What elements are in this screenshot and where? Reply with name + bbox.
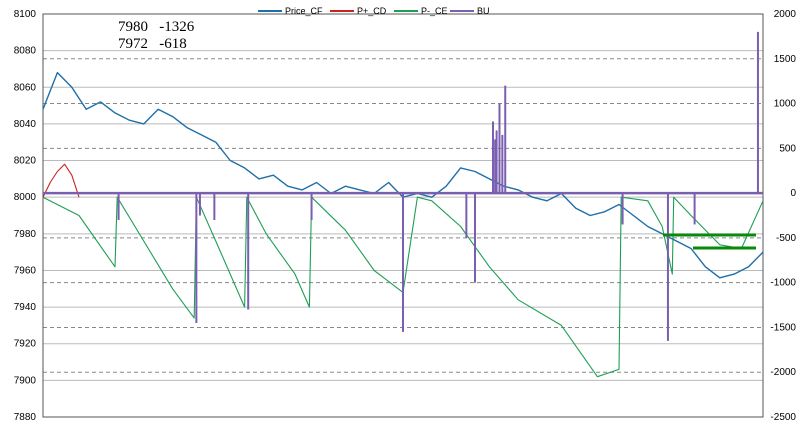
left-tick-label: 8020 [14, 156, 37, 167]
right-tick-label: 0 [790, 188, 796, 199]
left-tick-label: 8040 [14, 119, 37, 130]
reference-lines [663, 233, 756, 250]
left-tick-label: 7980 [14, 229, 37, 240]
right-tick-label: -2000 [770, 367, 796, 378]
left-tick-label: 8060 [14, 82, 37, 93]
series-layer [42, 31, 764, 378]
annotation-1: 7980 -1326 [118, 19, 195, 35]
right-tick-label: -1000 [770, 278, 796, 289]
plot-frame [42, 13, 764, 418]
left-tick-label: 8100 [14, 9, 37, 20]
left-tick-label: 7960 [14, 265, 37, 276]
legend-label: P+_CD [357, 6, 387, 16]
left-tick-label: 7880 [14, 412, 37, 423]
right-tick-label: 2000 [774, 9, 797, 20]
right-tick-label: 1500 [774, 54, 797, 65]
right-tick-label: -500 [776, 233, 796, 244]
left-tick-label: 7920 [14, 339, 37, 350]
right-tick-label: 500 [779, 143, 796, 154]
left-axis: 8100 8080 8060 8040 8020 8000 7980 7960 7940 7920… [14, 9, 37, 423]
annotation-2: 7972 -618 [118, 36, 187, 52]
left-tick-label: 8000 [14, 192, 37, 203]
legend-label: P-_CE [421, 6, 448, 16]
legend-label: BU [477, 6, 490, 16]
right-axis: 2000 1500 1000 500 0 -500 -1000 -1500 -2000 -2500 [770, 9, 796, 423]
left-tick-label: 7940 [14, 302, 37, 313]
series-line-p-cd [42, 163, 80, 198]
right-tick-label: -1500 [770, 322, 796, 333]
legend: Price_CF P+_CD P-_CE BU [258, 6, 490, 16]
left-tick-label: 7900 [14, 375, 37, 386]
legend-label: Price_CF [285, 6, 323, 16]
left-tick-label: 8080 [14, 46, 37, 57]
right-tick-label: -2500 [770, 412, 796, 423]
right-tick-label: 1000 [774, 99, 797, 110]
